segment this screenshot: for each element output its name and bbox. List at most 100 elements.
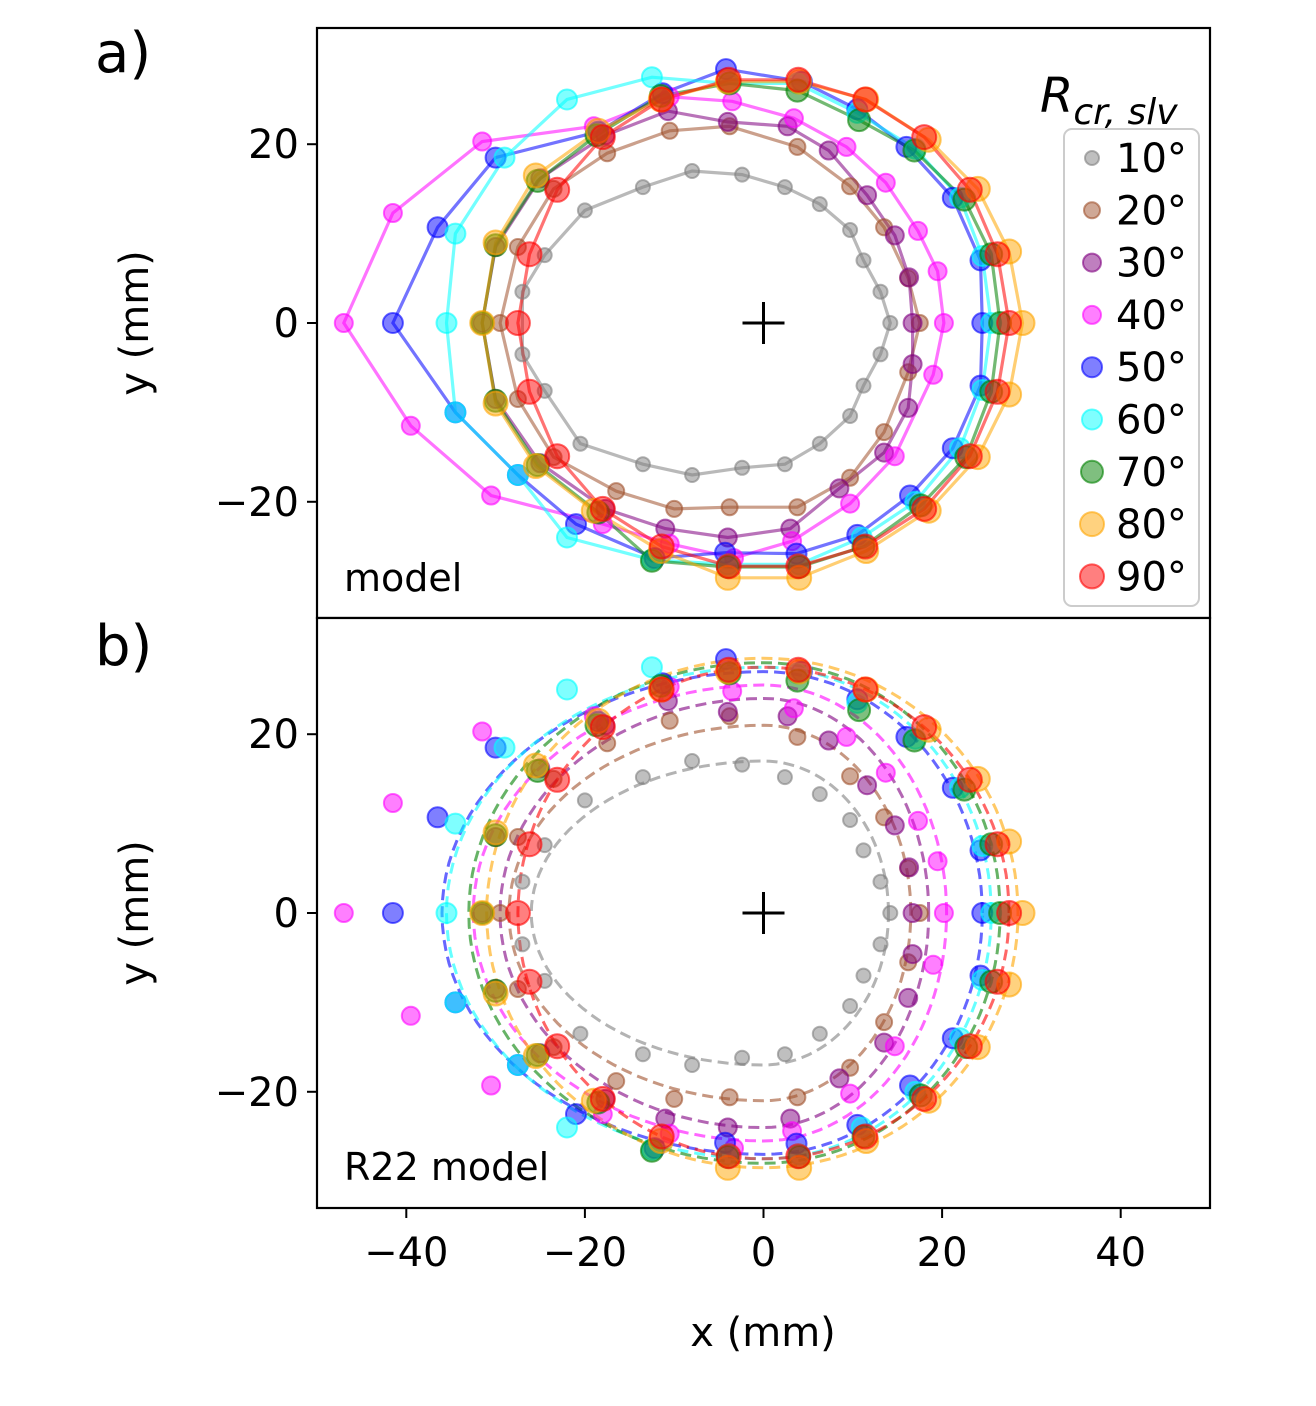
x-tick-label: −20 <box>543 1230 627 1276</box>
panel-b: −20 0 20 −40 −20 0 20 40 b) R22 model y (mm) x… <box>95 614 1212 1356</box>
data-point <box>842 998 859 1014</box>
data-point <box>640 656 663 679</box>
data-point <box>556 1116 578 1139</box>
data-point <box>516 831 543 858</box>
legend-label-70°: 70° <box>1116 450 1187 496</box>
legend-marker-30° <box>1082 252 1102 273</box>
panel-b-annotation: R22 model <box>344 1145 549 1189</box>
data-point <box>902 903 923 923</box>
data-point <box>840 1083 861 1104</box>
data-point <box>875 172 896 193</box>
data-point <box>482 390 509 417</box>
legend-title-main: R <box>1040 68 1073 124</box>
data-point <box>684 1057 701 1073</box>
data-point <box>811 435 828 452</box>
data-point <box>522 752 549 779</box>
data-point <box>634 179 651 196</box>
panel-a-y-ticks: −20 0 20 <box>215 122 317 526</box>
data-point <box>908 810 928 831</box>
data-point <box>788 137 807 156</box>
legend-label-60°: 60° <box>1116 398 1187 444</box>
legend-marker-10° <box>1084 150 1100 166</box>
data-point <box>840 493 861 514</box>
data-point <box>482 229 509 256</box>
data-point <box>776 769 793 786</box>
data-point <box>589 124 616 151</box>
data-point <box>923 364 944 385</box>
fit-line-10° <box>529 759 890 1067</box>
data-point <box>836 136 857 157</box>
data-point <box>785 656 812 683</box>
data-point <box>481 485 502 506</box>
panel-b-label: b) <box>95 614 152 679</box>
legend-marker-80° <box>1079 511 1105 538</box>
data-point <box>884 815 905 836</box>
data-point <box>720 498 739 517</box>
data-point <box>504 900 531 926</box>
data-point <box>842 222 859 238</box>
data-point <box>908 220 928 241</box>
x-axis-label: x (mm) <box>690 1310 836 1356</box>
data-point <box>576 202 593 219</box>
data-point <box>382 203 403 223</box>
data-point <box>660 121 679 140</box>
data-point <box>589 495 616 522</box>
data-point <box>984 968 1011 995</box>
data-point <box>522 1043 549 1069</box>
legend-label-10°: 10° <box>1116 136 1187 182</box>
data-point <box>852 676 879 703</box>
y-tick-label: 0 <box>274 891 299 937</box>
data-point <box>607 482 626 501</box>
data-point <box>855 252 872 269</box>
y-tick-label: 20 <box>248 712 299 758</box>
data-point <box>514 283 531 300</box>
data-point <box>855 967 872 984</box>
data-point <box>911 1085 938 1112</box>
data-point <box>902 944 923 965</box>
legend-entries: 10° 20° 30° 40° 50° 60° 70° 80° 90° <box>1079 136 1187 600</box>
data-point <box>984 241 1011 268</box>
data-point <box>444 812 467 835</box>
data-point <box>634 769 651 786</box>
data-point <box>607 1072 626 1091</box>
data-point <box>469 900 496 926</box>
y-tick-label: 0 <box>274 301 299 347</box>
fit-line-60° <box>444 665 993 1161</box>
legend-marker-60° <box>1081 408 1103 431</box>
data-point <box>829 478 850 499</box>
data-point <box>841 767 860 786</box>
data-point <box>382 793 403 813</box>
data-point <box>665 499 684 518</box>
panel-a-label: a) <box>95 21 151 86</box>
data-point <box>788 1088 807 1107</box>
data-point <box>875 762 896 783</box>
data-point <box>493 736 516 759</box>
data-point <box>984 831 1011 858</box>
data-point <box>785 553 812 580</box>
data-point <box>902 354 923 375</box>
data-point <box>556 678 578 701</box>
data-point <box>493 146 516 169</box>
data-point <box>852 1123 879 1150</box>
data-point <box>556 526 578 549</box>
data-point <box>829 1068 850 1089</box>
data-point <box>333 313 354 333</box>
x-tick-label: 0 <box>751 1230 776 1276</box>
legend-label-40°: 40° <box>1116 293 1187 339</box>
data-point <box>836 726 857 747</box>
data-point <box>882 905 899 921</box>
data-point <box>996 900 1023 926</box>
data-point <box>872 283 889 300</box>
data-point <box>956 766 983 793</box>
panel-a-annotation: model <box>344 556 462 600</box>
data-point <box>400 1005 421 1026</box>
series-90° <box>504 66 1023 580</box>
data-point <box>884 225 905 246</box>
data-point <box>717 111 738 132</box>
data-point <box>852 533 879 560</box>
data-point <box>648 1123 675 1150</box>
data-point <box>469 310 496 336</box>
data-point <box>882 315 899 331</box>
data-point <box>665 1089 684 1108</box>
